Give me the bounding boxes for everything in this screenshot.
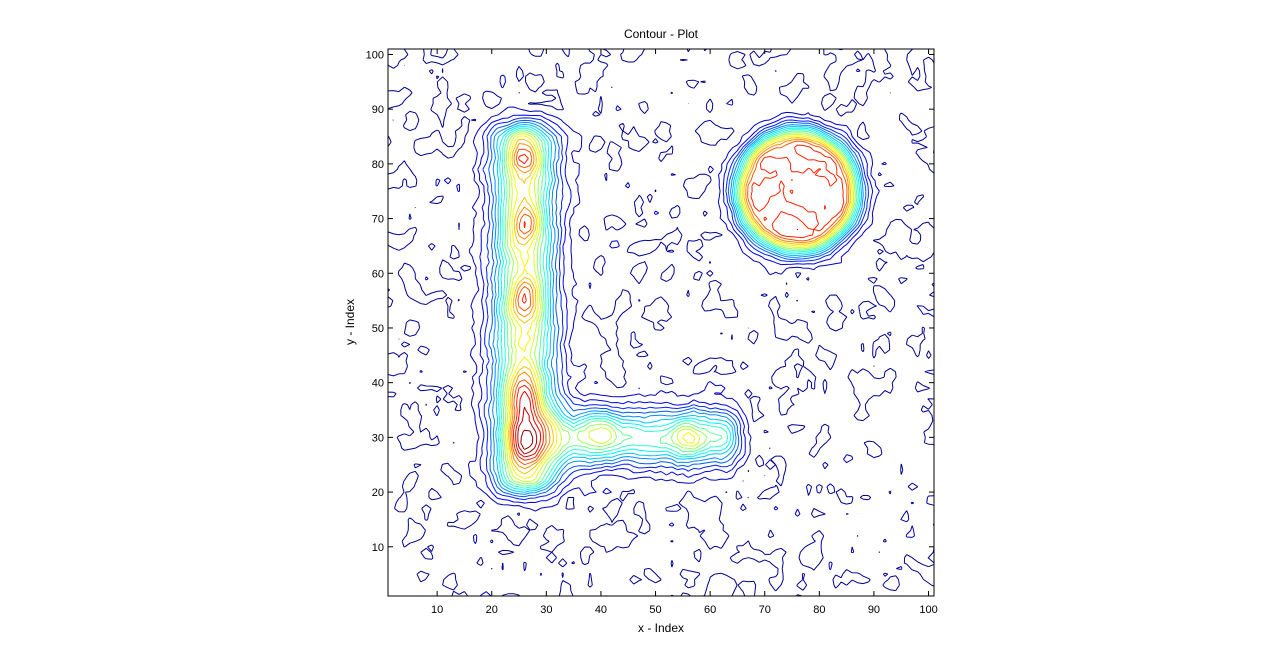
y-tick-label: 10	[372, 542, 384, 554]
contour-level-4	[482, 117, 869, 501]
y-tick-label: 100	[366, 49, 384, 61]
contour-level-9	[499, 127, 859, 489]
y-tick-label: 30	[372, 432, 384, 444]
x-tick-label: 90	[868, 604, 880, 616]
y-axis: 10 20 30 40 50 60 70 80 90 100	[366, 49, 934, 554]
contour-level-6	[492, 121, 864, 495]
contour-level-7	[495, 123, 863, 493]
x-tick-label: 40	[595, 604, 607, 616]
y-tick-label: 80	[372, 159, 384, 171]
y-tick-label: 60	[372, 268, 384, 280]
chart-title: Contour - Plot	[624, 27, 699, 41]
contour-level-19	[517, 406, 538, 455]
y-tick-label: 90	[372, 104, 384, 116]
x-tick-label: 100	[919, 604, 937, 616]
x-tick-label: 30	[540, 604, 552, 616]
contour-level-17	[512, 144, 845, 461]
contour-level-12	[504, 133, 855, 483]
x-tick-label: 80	[813, 604, 825, 616]
x-axis: 10 20 30 40 50 60 70 80 90 100	[431, 49, 938, 616]
plot-frame	[387, 48, 935, 597]
x-axis-title: x - Index	[638, 621, 684, 635]
contour-level-3	[477, 114, 874, 504]
contour-level-18	[515, 228, 799, 458]
contour-lines	[387, 48, 935, 597]
contour-level-20	[520, 429, 534, 450]
contour-level-5	[488, 119, 867, 498]
y-tick-label: 70	[372, 214, 384, 226]
contour-level-1	[387, 48, 935, 597]
y-tick-label: 20	[372, 487, 384, 499]
contour-level-16	[511, 140, 848, 466]
x-tick-label: 60	[704, 604, 716, 616]
contour-level-11	[503, 131, 856, 485]
contour-level-13	[506, 135, 853, 479]
x-tick-label: 10	[431, 604, 443, 616]
x-tick-label: 50	[649, 604, 661, 616]
contour-level-15	[509, 138, 850, 470]
y-tick-label: 50	[372, 323, 384, 335]
contour-level-8	[497, 125, 861, 491]
x-tick-label: 20	[486, 604, 498, 616]
contour-level-2	[392, 48, 935, 597]
y-axis-title: y - Index	[343, 299, 357, 345]
contour-level-10	[501, 129, 858, 487]
y-tick-label: 40	[372, 378, 384, 390]
contour-level-14	[508, 137, 851, 475]
x-tick-label: 70	[759, 604, 771, 616]
